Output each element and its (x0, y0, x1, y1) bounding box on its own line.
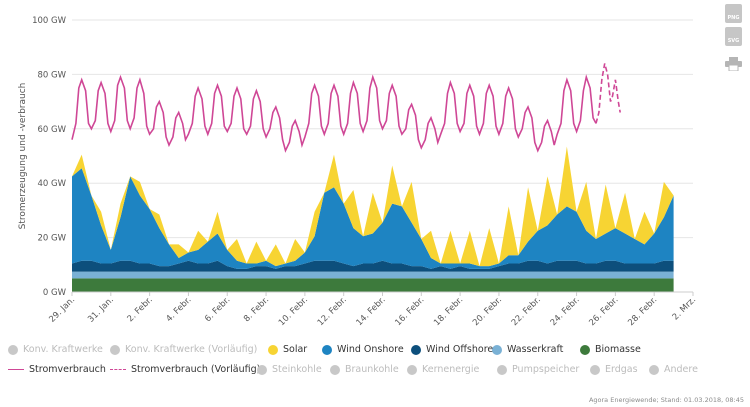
svg-export-icon[interactable]: SVG (725, 27, 742, 46)
legend-item[interactable]: Erdgas (590, 364, 638, 375)
legend-label: Erdgas (605, 364, 638, 375)
x-tick-label: 14. Febr. (355, 295, 388, 328)
area-wasserkraft (72, 271, 674, 279)
legend-item[interactable]: Solar (268, 344, 307, 355)
legend-marker (8, 344, 18, 355)
legend-item[interactable]: Stromverbrauch (8, 364, 106, 375)
legend-marker (257, 364, 267, 375)
legend-line-marker (110, 369, 126, 370)
x-tick-label: 29. Jan. (47, 295, 77, 325)
y-tick-label: 0 GW (43, 288, 67, 298)
legend-label: Wind Onshore (337, 344, 404, 355)
x-tick-label: 6. Febr. (203, 295, 232, 324)
x-tick-label: 16. Febr. (393, 295, 426, 328)
legend-label: Braunkohle (345, 364, 399, 375)
y-axis-label: Stromerzeugung und -verbrauch (18, 83, 28, 230)
y-tick-label: 20 GW (37, 234, 66, 244)
legend-marker (649, 364, 659, 375)
png-export-icon[interactable]: PNG (725, 4, 742, 23)
legend-label: Wasserkraft (507, 344, 564, 355)
legend-label: Steinkohle (272, 364, 322, 375)
legend-label: Stromverbrauch (Vorläufig) (131, 364, 261, 375)
x-tick-label: 31. Jan. (86, 295, 116, 325)
area-biomasse (72, 278, 674, 292)
legend-item[interactable]: Braunkohle (330, 364, 399, 375)
x-tick-label: 8. Febr. (242, 295, 271, 324)
legend-label: Biomasse (595, 344, 641, 355)
x-tick-label: 26. Febr. (587, 295, 620, 328)
legend-item[interactable]: Pumpspeicher (497, 364, 579, 375)
legend-label: Kernenergie (422, 364, 480, 375)
y-tick-label: 60 GW (37, 125, 66, 135)
legend-marker (268, 344, 278, 355)
legend-label: Wind Offshore (426, 344, 494, 355)
legend-marker (411, 344, 421, 355)
credit-text: Agora Energiewende; Stand: 01.03.2018, 0… (588, 396, 744, 404)
y-tick-label: 100 GW (32, 16, 67, 26)
legend-item[interactable]: Wind Offshore (411, 344, 493, 355)
x-tick-label: 22. Febr. (510, 295, 543, 328)
legend-item[interactable]: Stromverbrauch (Vorläufig) (110, 364, 260, 375)
legend-marker (330, 364, 340, 375)
legend-item[interactable]: Konv. Kraftwerke (8, 344, 103, 355)
x-tick-label: 10. Febr. (277, 295, 310, 328)
y-tick-label: 80 GW (37, 70, 66, 80)
consumption-provisional-line (595, 63, 621, 124)
legend-marker (322, 344, 332, 355)
legend-label: Solar (283, 344, 308, 355)
legend-line-marker (8, 369, 24, 370)
legend-item[interactable]: Konv. Kraftwerke (Vorläufig) (110, 344, 257, 355)
y-tick-label: 40 GW (37, 179, 66, 189)
area-wind-onshore (72, 168, 674, 269)
legend-label: Andere (664, 364, 698, 375)
consumption-line (71, 74, 597, 153)
legend-item[interactable]: Biomasse (580, 344, 641, 355)
x-tick-label: 2. Mrz. (671, 295, 698, 322)
x-tick-label: 18. Febr. (432, 295, 465, 328)
legend-item[interactable]: Steinkohle (257, 364, 322, 375)
x-tick-label: 12. Febr. (316, 295, 349, 328)
legend-marker (497, 364, 507, 375)
legend-label: Konv. Kraftwerke (23, 344, 103, 355)
legend-marker (110, 344, 120, 355)
legend-marker (580, 344, 590, 355)
legend-label: Konv. Kraftwerke (Vorläufig) (125, 344, 258, 355)
x-tick-label: 28. Febr. (626, 295, 659, 328)
x-tick-label: 4. Febr. (164, 295, 193, 324)
legend-item[interactable]: Andere (649, 364, 698, 375)
legend-item[interactable]: Wind Onshore (322, 344, 404, 355)
legend-marker (492, 344, 502, 355)
legend-marker (590, 364, 600, 375)
x-tick-label: 20. Febr. (471, 295, 504, 328)
legend-item[interactable]: Wasserkraft (492, 344, 563, 355)
legend-marker (407, 364, 417, 375)
legend-item[interactable]: Kernenergie (407, 364, 479, 375)
legend-label: Stromverbrauch (29, 364, 106, 375)
legend-label: Pumpspeicher (512, 364, 580, 375)
x-tick-label: 2. Febr. (126, 295, 155, 324)
x-tick-label: 24. Febr. (549, 295, 582, 328)
printer-icon[interactable] (725, 52, 742, 71)
area-solar (72, 146, 674, 267)
